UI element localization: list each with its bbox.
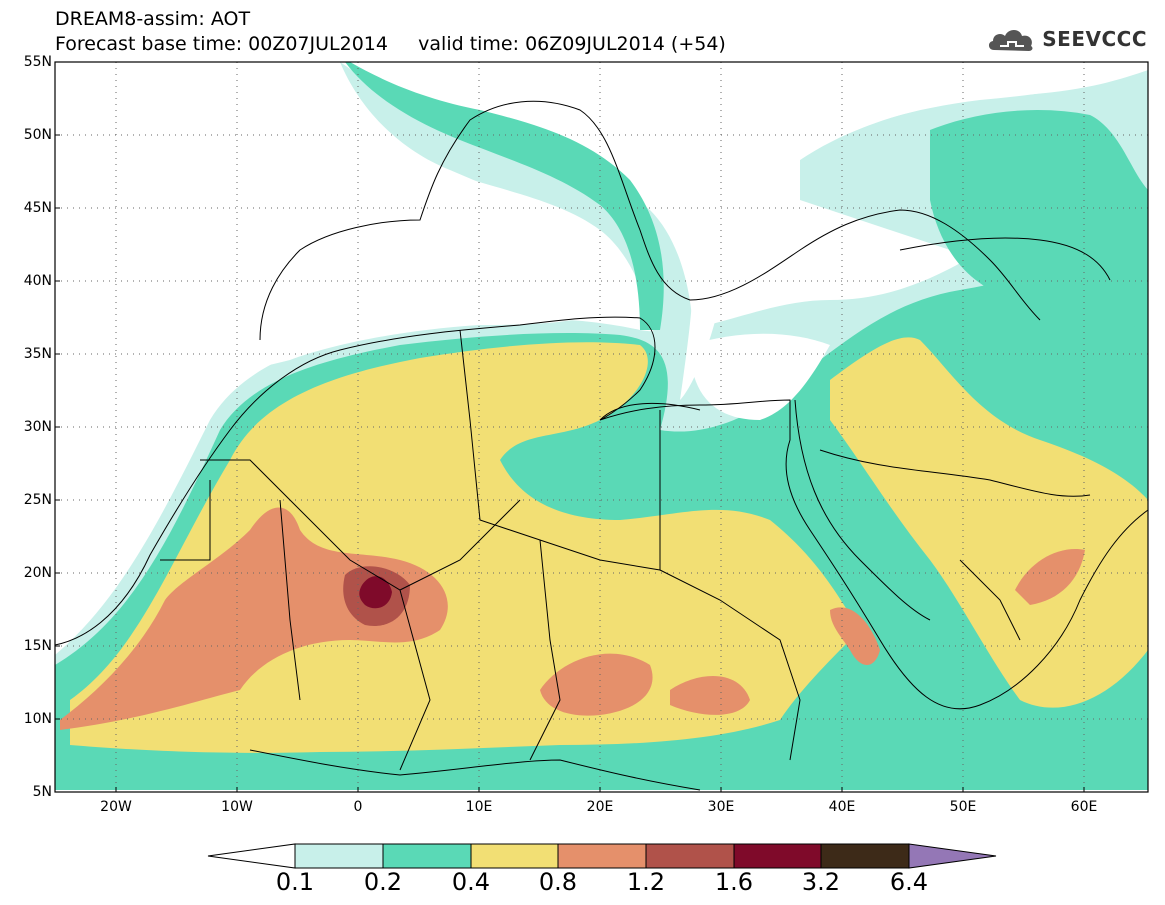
colorbar-label: 6.4 [889,868,929,896]
lon-label: 50E [949,799,977,815]
aot-zone-0.1 [330,62,694,400]
lat-label: 25N [23,492,52,508]
lat-label: 30N [23,419,52,435]
lon-label: 20W [100,799,132,815]
colorbar-segment [733,843,822,869]
lat-label: 20N [23,565,52,581]
aot-zone-0.8 [830,607,880,665]
lon-label: 20E [586,799,614,815]
colorbar-label: 0.8 [538,868,578,896]
aot-zone-1.6 [359,576,392,609]
aot-zone-0.8 [540,653,653,716]
lat-label: 50N [23,127,52,143]
lat-label: 55N [23,54,52,70]
aot-zone-clear [55,62,620,400]
lat-label: 10N [23,711,52,727]
colorbar [207,843,997,869]
coastlines [55,100,1148,791]
lon-label: 40E [828,799,856,815]
colorbar-segment [470,843,559,869]
lat-label: 5N [32,784,52,800]
colorbar-label: 1.2 [626,868,666,896]
colorbar-label: 0.1 [275,868,315,896]
forecast-time-line: Forecast base time: 00Z07JUL2014 valid t… [55,33,726,55]
aot-zone-0.8 [670,676,750,715]
lon-label: 30E [707,799,735,815]
aot-zone-0.4 [830,337,1148,708]
aot-zone-0.2 [930,110,1148,330]
seevccc-logo: SEEVCCC [986,24,1147,54]
aot-zone-0.8 [1015,549,1085,605]
colorbar-segment [820,843,910,869]
colorbar-label: 1.6 [714,868,754,896]
cloud-icon [989,30,1033,51]
colorbar-max-arrow [908,843,997,869]
logo-text: SEEVCCC [1042,27,1147,51]
lat-label: 45N [23,200,52,216]
colorbar-segment [645,843,735,869]
lon-label: 0 [353,799,363,815]
colorbar-label: 0.4 [451,868,491,896]
chart-title: DREAM8-assim: AOT [55,8,251,30]
colorbar-min-arrow [207,843,296,869]
lat-label: 15N [23,638,52,654]
graticule [55,62,1148,792]
axis-ticks [55,61,1085,793]
lon-label: 10E [465,799,493,815]
lat-label: 40N [23,273,52,289]
colorbar-segment [557,843,647,869]
aot-zone-0.8 [60,507,448,730]
lon-label: 10W [221,799,253,815]
aot-zone-clear [690,333,830,420]
colorbar-label: 0.2 [363,868,403,896]
aot-zone-clear [680,62,1148,400]
aot-field [55,62,1148,790]
lat-label: 35N [23,346,52,362]
colorbar-label: 3.2 [801,868,841,896]
colorbar-segment [294,843,384,869]
lon-label: 60E [1070,799,1098,815]
colorbar-segment [382,843,472,869]
aot-zone-0.2 [345,62,664,330]
